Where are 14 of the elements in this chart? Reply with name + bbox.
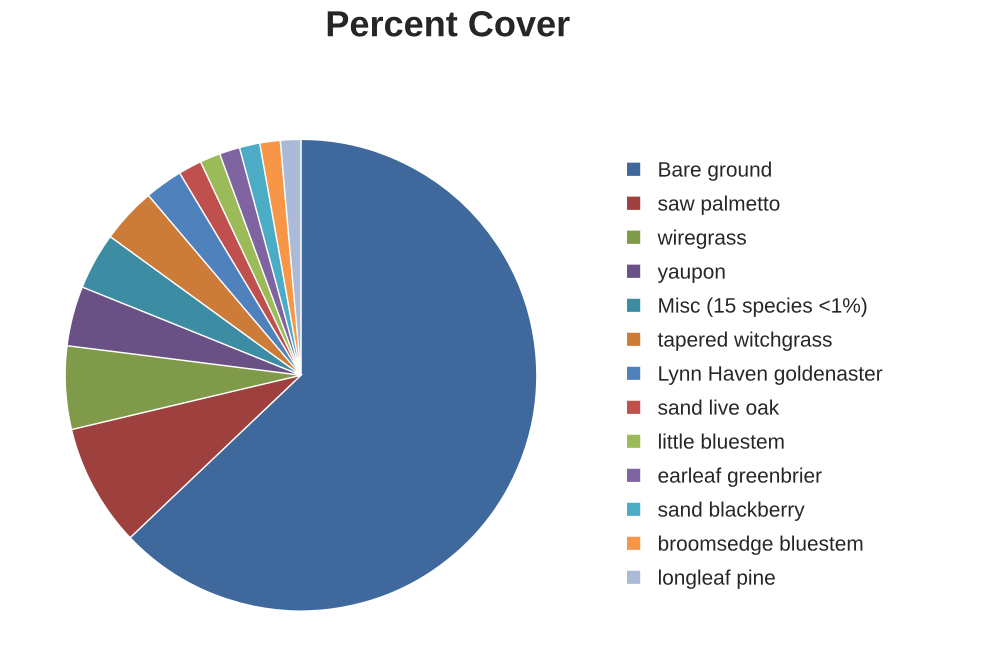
legend-label: sand live oak: [658, 399, 780, 415]
legend-label: little bluestem: [658, 434, 784, 449]
legend-label: saw palmetto: [658, 195, 780, 215]
legend-label: sand blackberry: [658, 502, 805, 521]
legend-label: tapered witchgrass: [658, 331, 832, 351]
legend-label: broomsedge bluestem: [658, 536, 862, 555]
legend-label: earleaf greenbrier: [658, 468, 822, 487]
legend-label: wiregrass: [658, 229, 746, 249]
legend-label: yaupon: [658, 267, 725, 283]
legend-label: longleaf pine: [658, 570, 775, 589]
legend-label: Misc (15 species <1%): [659, 297, 866, 317]
legend-label: Lynn Haven goldenaster: [659, 365, 882, 385]
legend-label: Bare ground: [659, 161, 771, 181]
chart-title: Percent Cover: [328, 11, 570, 37]
